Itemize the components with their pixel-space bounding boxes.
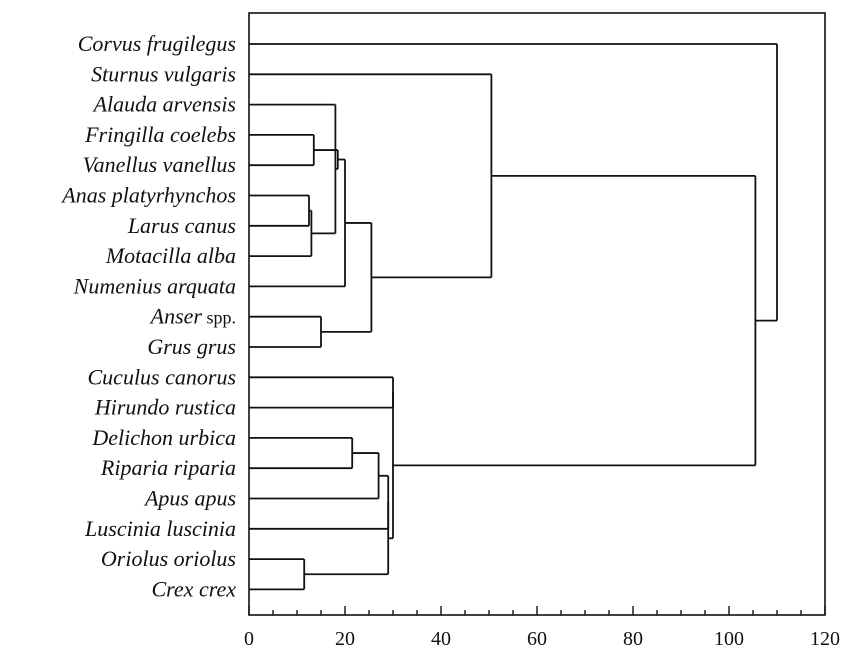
leaf-label: Cuculus canorus [88, 364, 237, 389]
x-tick-label: 120 [810, 628, 840, 650]
leaf-label: Numenius arquata [73, 273, 236, 298]
leaf-label: Delichon urbica [91, 425, 236, 450]
leaf-labels: Corvus frugilegus Sturnus vulgaris Alauda … [60, 31, 236, 601]
leaf-label: Oriolus oriolus [101, 546, 236, 571]
leaf-label: Fringilla coelebs [84, 122, 236, 147]
leaf-label: Grus grus [147, 334, 236, 359]
leaf-label: Crex crex [152, 576, 237, 601]
x-tick-label: 20 [335, 628, 355, 650]
x-axis: 0 20 40 60 80 100 120 [244, 606, 840, 650]
x-tick-label: 0 [244, 628, 254, 650]
leaf-label: Anas platyrhynchos [60, 183, 236, 208]
leaf-label: Hirundo rustica [94, 395, 236, 420]
plot-frame [248, 12, 826, 616]
leaf-label: Corvus frugilegus [78, 31, 236, 56]
dendrogram-links [249, 43, 778, 591]
leaf-label: Larus canus [127, 213, 236, 238]
leaf-label: Anser spp. [149, 304, 236, 329]
leaf-label: Apus apus [143, 486, 236, 511]
leaf-label: Alauda arvensis [92, 92, 236, 117]
x-tick-label: 80 [623, 628, 643, 650]
leaf-label: Vanellus vanellus [83, 152, 236, 177]
leaf-label-name: Anser [149, 304, 203, 329]
x-tick-label: 40 [431, 628, 451, 650]
leaf-label-suffix: spp. [202, 308, 236, 328]
leaf-label: Sturnus vulgaris [91, 61, 236, 86]
leaf-label: Riparia riparia [100, 455, 236, 480]
leaf-label: Motacilla alba [105, 243, 236, 268]
leaf-label: Luscinia luscinia [84, 516, 236, 541]
x-tick-label: 60 [527, 628, 547, 650]
x-tick-label: 100 [714, 628, 744, 650]
